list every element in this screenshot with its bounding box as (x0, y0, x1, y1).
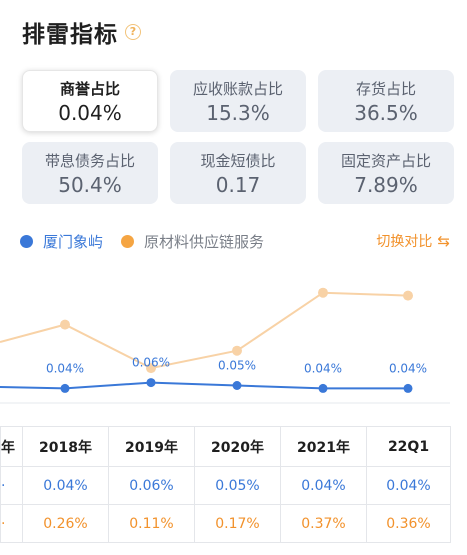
table-cell: 0.37% (280, 504, 367, 543)
table-cell: 0.06% (108, 466, 195, 505)
legend-dot-icon (20, 234, 33, 248)
industry-point (232, 345, 242, 356)
legend-label: 原材料供应链服务 (144, 232, 265, 251)
table-cell: · (0, 466, 23, 505)
table-header-cell: 2019年 (108, 426, 195, 467)
table-cell: · (0, 504, 23, 543)
table-header-cell: 2021年 (280, 426, 367, 467)
industry-point (403, 290, 413, 301)
legend-item-company[interactable]: 厦门象屿 (20, 231, 103, 252)
table-header-cell: 年 (0, 426, 23, 467)
line-chart: 0.04% 0.06% 0.05% 0.04% 0.04% (0, 287, 450, 404)
metric-card-interest-debt[interactable]: 带息债务占比 50.4% (22, 142, 158, 204)
table-cell: 0.05% (194, 466, 281, 505)
table-cell: 0.04% (366, 466, 451, 505)
table-cell: 0.17% (194, 504, 281, 543)
industry-series-line (0, 291, 409, 370)
table-row-company: · 0.04% 0.06% 0.05% 0.04% 0.04% (0, 466, 451, 505)
page-title: 排雷指标 (22, 22, 118, 48)
company-point (232, 381, 242, 390)
section-header: 排雷指标 ? (22, 14, 141, 50)
table-cell: 0.26% (22, 504, 109, 543)
metric-label: 固定资产占比 (340, 151, 431, 170)
legend-dot-icon (121, 234, 135, 248)
metric-value: 0.04% (58, 100, 122, 125)
table-header-row: 年 2018年 2019年 2020年 2021年 22Q1 (0, 426, 451, 467)
switch-compare-button[interactable]: 切换对比 ⇆ (376, 231, 450, 251)
table-header-cell: 2020年 (194, 426, 281, 467)
metric-value: 15.3% (206, 100, 270, 125)
metric-label: 现金短债比 (200, 151, 276, 170)
metric-value: 7.89% (354, 172, 418, 197)
data-table: 年 2018年 2019年 2020年 2021年 22Q1 · 0.04% 0… (0, 426, 451, 543)
company-point (60, 383, 70, 393)
switch-compare-label: 切换对比 (376, 234, 433, 250)
table-row-industry: · 0.26% 0.11% 0.17% 0.37% 0.36% (0, 504, 451, 543)
metric-label: 应收账款占比 (192, 79, 283, 98)
table-cell: 0.36% (366, 504, 451, 543)
metric-card-goodwill[interactable]: 商誉占比 0.04% (22, 70, 158, 132)
table-cell: 0.11% (108, 504, 195, 543)
table-header-cell: 2018年 (22, 426, 109, 467)
metric-label: 存货占比 (355, 79, 416, 98)
company-point (403, 383, 413, 393)
table-header-cell: 22Q1 (366, 426, 451, 467)
company-point (146, 378, 156, 388)
metric-value: 0.17 (215, 172, 261, 197)
legend-label: 厦门象屿 (43, 232, 104, 251)
industry-point (146, 363, 156, 374)
company-data-label: 0.04% (389, 361, 427, 375)
table-cell: 0.04% (22, 466, 109, 505)
company-data-label: 0.05% (218, 359, 256, 373)
table-cell: 0.04% (280, 466, 367, 505)
question-circle-icon[interactable]: ? (125, 24, 141, 40)
company-series-line (0, 381, 408, 390)
company-data-label: 0.04% (46, 361, 84, 375)
metric-card-inventory[interactable]: 存货占比 36.5% (318, 70, 454, 132)
metric-grid: 商誉占比 0.04% 应收账款占比 15.3% 存货占比 36.5% 带息债务占… (22, 70, 454, 204)
industry-point (60, 319, 70, 330)
legend-item-industry[interactable]: 原材料供应链服务 (121, 231, 264, 252)
metric-value: 50.4% (58, 172, 122, 197)
metric-label: 带息债务占比 (44, 151, 135, 170)
company-point (318, 383, 328, 393)
metric-label: 商誉占比 (59, 79, 120, 98)
industry-point (318, 287, 328, 298)
switch-icon: ⇆ (437, 232, 450, 250)
company-data-label: 0.06% (132, 356, 170, 370)
metric-card-cash-debt-ratio[interactable]: 现金短债比 0.17 (170, 142, 306, 204)
metric-card-receivables[interactable]: 应收账款占比 15.3% (170, 70, 306, 132)
metric-card-fixed-assets[interactable]: 固定资产占比 7.89% (318, 142, 454, 204)
metric-value: 36.5% (354, 100, 418, 125)
chart-legend: 厦门象屿 原材料供应链服务 切换对比 ⇆ (20, 228, 450, 254)
company-data-label: 0.04% (304, 361, 342, 375)
